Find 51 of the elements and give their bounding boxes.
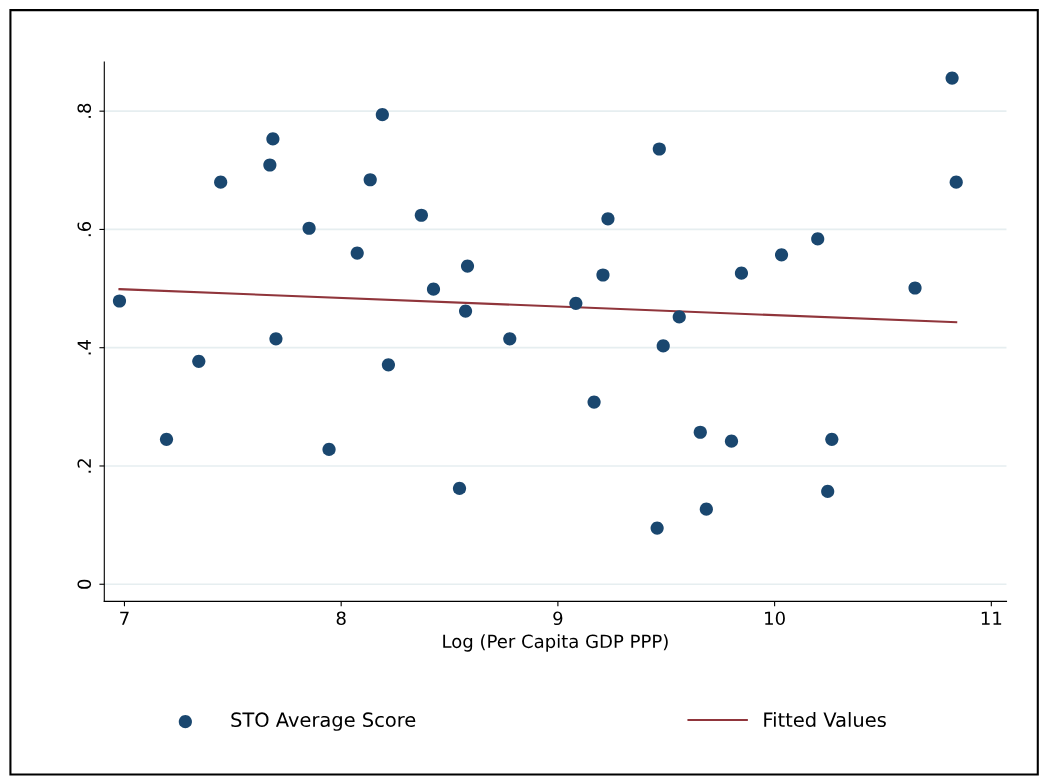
point [269,332,283,346]
point [112,294,127,308]
point [821,484,835,498]
point [587,395,601,409]
point [724,434,739,448]
point [601,212,615,226]
point [503,332,517,346]
point [656,339,670,353]
y-tick-label: .8 [77,103,92,118]
x-tick-label: 7 [120,611,129,625]
point [650,521,664,535]
legend-label: Fitted Values [764,712,886,728]
point [569,296,583,310]
point [672,310,686,324]
point [460,259,475,273]
point [426,282,441,296]
point [159,432,174,446]
point [811,232,825,246]
point [214,175,228,189]
point [596,268,610,282]
x-tick-label: 11 [981,611,1002,625]
point [949,175,963,189]
point [414,208,428,222]
x-tick-label: 10 [765,611,785,626]
y-tick-label: .4 [77,340,91,355]
y-tick-label: 0 [77,579,92,589]
point [266,132,280,146]
point [908,281,922,295]
point [302,221,316,235]
y-tick-label: .6 [77,221,92,237]
point [322,442,336,457]
point [945,71,959,85]
point [652,142,666,156]
point [452,481,467,496]
point [734,266,749,280]
point [825,432,839,446]
point [381,358,395,372]
point [458,304,473,318]
point [774,248,789,262]
point [699,502,713,516]
point [192,354,206,368]
point [350,246,364,260]
y-tick-label: .2 [77,459,91,473]
point [375,108,389,122]
x-tick-label: 8 [336,611,346,626]
point [693,425,707,439]
x-axis-title: Log (Per Capita GDP PPP) [443,634,668,652]
legend-label: STO Average Score [231,712,416,731]
x-tick-label: 9 [553,611,563,626]
point [263,158,277,172]
point [363,173,377,187]
